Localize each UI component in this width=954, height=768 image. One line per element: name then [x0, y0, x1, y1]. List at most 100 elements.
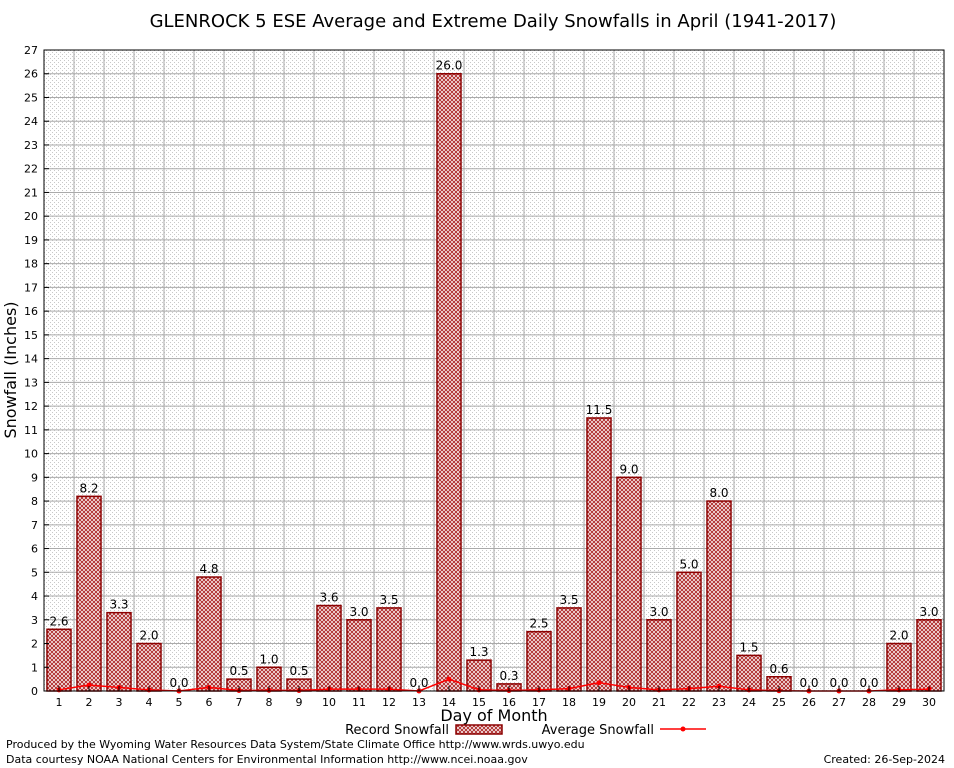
bar-value-label: 0.5 — [229, 664, 248, 678]
y-tick-label: 4 — [31, 590, 38, 603]
record-snowfall-bar — [196, 576, 222, 692]
record-snowfall-bar — [136, 642, 162, 692]
x-tick-label: 19 — [592, 696, 606, 709]
y-tick-label: 25 — [24, 91, 38, 104]
y-tick-label: 19 — [24, 234, 38, 247]
x-tick-label: 4 — [146, 696, 153, 709]
record-snowfall-bar — [526, 630, 552, 692]
x-tick-label: 7 — [236, 696, 243, 709]
record-snowfall-bar — [376, 607, 402, 692]
bar-value-label: 2.5 — [529, 617, 548, 631]
x-tick-label: 2 — [86, 696, 93, 709]
y-tick-label: 13 — [24, 376, 38, 389]
y-tick-label: 11 — [24, 424, 38, 437]
bar-value-label: 0.3 — [499, 669, 518, 683]
record-snowfall-bar — [676, 571, 702, 692]
x-tick-label: 21 — [652, 696, 666, 709]
bar-value-label: 0.0 — [409, 676, 428, 690]
bar-value-label: 11.5 — [586, 403, 613, 417]
y-tick-label: 12 — [24, 400, 38, 413]
x-axis-label: Day of Month — [440, 706, 547, 725]
x-tick-label: 13 — [412, 696, 426, 709]
x-tick-label: 5 — [176, 696, 183, 709]
y-tick-label: 15 — [24, 329, 38, 342]
bar-value-label: 8.0 — [709, 486, 728, 500]
x-tick-label: 14 — [442, 696, 456, 709]
bar-value-label: 1.3 — [469, 645, 488, 659]
bar-value-label: 3.0 — [349, 605, 368, 619]
y-tick-label: 16 — [24, 305, 38, 318]
y-tick-label: 17 — [24, 281, 38, 294]
footer-created-date: Created: 26-Sep-2024 — [824, 753, 945, 766]
y-tick-label: 1 — [31, 661, 38, 674]
x-tick-label: 12 — [382, 696, 396, 709]
y-tick-label: 3 — [31, 614, 38, 627]
average-snowfall-point — [446, 676, 452, 682]
bar-value-label: 2.0 — [889, 629, 908, 643]
y-tick-label: 27 — [24, 44, 38, 57]
y-tick-label: 6 — [31, 543, 38, 556]
y-tick-label: 0 — [31, 685, 38, 698]
record-snowfall-bar — [736, 654, 762, 692]
y-tick-label: 18 — [24, 258, 38, 271]
legend-swatch-average-marker — [680, 726, 686, 732]
x-tick-label: 9 — [296, 696, 303, 709]
bar-value-label: 26.0 — [436, 59, 463, 73]
chart-title: GLENROCK 5 ESE Average and Extreme Daily… — [150, 11, 837, 32]
x-tick-label: 28 — [862, 696, 876, 709]
x-tick-label: 18 — [562, 696, 576, 709]
bar-value-label: 0.5 — [289, 664, 308, 678]
legend-label-record: Record Snowfall — [345, 723, 449, 738]
y-tick-label: 14 — [24, 353, 38, 366]
x-tick-label: 16 — [502, 696, 516, 709]
bar-value-label: 1.5 — [739, 640, 758, 654]
record-snowfall-bar — [586, 417, 612, 692]
legend-swatch-record — [455, 724, 503, 735]
y-tick-label: 5 — [31, 566, 38, 579]
average-snowfall-point — [596, 680, 602, 686]
grid-lines — [43, 49, 945, 692]
x-tick-label: 15 — [472, 696, 486, 709]
x-tick-label: 22 — [682, 696, 696, 709]
x-tick-label: 1 — [56, 696, 63, 709]
x-tick-label: 29 — [892, 696, 906, 709]
y-tick-label: 2 — [31, 638, 38, 651]
bar-value-label: 0.0 — [829, 676, 848, 690]
record-snowfall-bar — [316, 604, 342, 692]
x-tick-label: 26 — [802, 696, 816, 709]
y-tick-label: 8 — [31, 495, 38, 508]
bar-value-label: 3.0 — [649, 605, 668, 619]
x-tick-label: 3 — [116, 696, 123, 709]
y-tick-label: 21 — [24, 186, 38, 199]
bar-value-label: 3.5 — [559, 593, 578, 607]
bar-value-label: 3.0 — [919, 605, 938, 619]
y-tick-label: 10 — [24, 448, 38, 461]
bar-value-label: 2.0 — [139, 629, 158, 643]
legend-label-average: Average Snowfall — [542, 723, 654, 738]
record-snowfall-bar — [646, 619, 672, 692]
bar-value-label: 5.0 — [679, 557, 698, 571]
x-tick-label: 6 — [206, 696, 213, 709]
record-snowfall-bar — [706, 500, 732, 692]
footer-data-source: Data courtesy NOAA National Centers for … — [6, 753, 528, 766]
bar-value-label: 0.6 — [769, 662, 788, 676]
x-tick-label: 10 — [322, 696, 336, 709]
y-axis-label: Snowfall (Inches) — [1, 301, 20, 438]
y-tick-label: 24 — [24, 115, 38, 128]
bar-value-label: 3.5 — [379, 593, 398, 607]
x-tick-label: 8 — [266, 696, 273, 709]
bar-value-label: 0.0 — [169, 676, 188, 690]
y-tick-label: 23 — [24, 139, 38, 152]
average-snowfall-point — [86, 682, 92, 688]
y-tick-label: 7 — [31, 519, 38, 532]
x-tick-label: 30 — [922, 696, 936, 709]
record-snowfall-bar — [346, 619, 372, 692]
record-snowfall-bar — [76, 495, 102, 692]
x-tick-label: 17 — [532, 696, 546, 709]
x-tick-label: 25 — [772, 696, 786, 709]
x-axis-ticks: 1 2 3 4 5 6 7 8 9 10 11 12 13 14 15 16 17 18 19 20 21 22 23 24 2… — [56, 686, 936, 709]
record-snowfall-bar — [886, 642, 912, 692]
record-snowfall-bars — [46, 72, 942, 692]
record-snowfall-bar — [466, 659, 492, 692]
